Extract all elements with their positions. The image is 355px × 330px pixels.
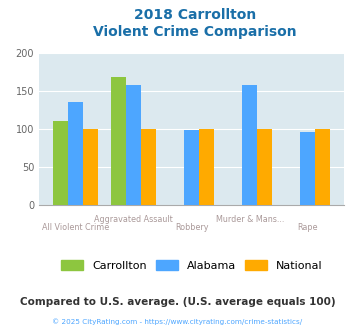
Text: Murder & Mans...: Murder & Mans...	[215, 215, 284, 224]
Text: Aggravated Assault: Aggravated Assault	[94, 215, 173, 224]
Bar	[199, 129, 214, 205]
Bar	[141, 129, 156, 205]
Bar	[53, 121, 68, 205]
Bar	[184, 130, 199, 205]
Text: Robbery: Robbery	[175, 223, 208, 232]
Bar	[242, 85, 257, 205]
Text: 2018 Carrollton: 2018 Carrollton	[134, 8, 256, 22]
Legend: Carrollton, Alabama, National: Carrollton, Alabama, National	[56, 256, 327, 275]
Text: © 2025 CityRating.com - https://www.cityrating.com/crime-statistics/: © 2025 CityRating.com - https://www.city…	[53, 318, 302, 325]
Bar	[68, 102, 83, 205]
Text: Violent Crime Comparison: Violent Crime Comparison	[93, 25, 297, 39]
Bar	[257, 129, 272, 205]
Bar	[316, 129, 331, 205]
Bar	[300, 132, 316, 205]
Text: Compared to U.S. average. (U.S. average equals 100): Compared to U.S. average. (U.S. average …	[20, 297, 335, 307]
Text: All Violent Crime: All Violent Crime	[42, 223, 109, 232]
Bar	[126, 85, 141, 205]
Bar	[83, 129, 98, 205]
Text: Rape: Rape	[297, 223, 318, 232]
Bar	[111, 77, 126, 205]
